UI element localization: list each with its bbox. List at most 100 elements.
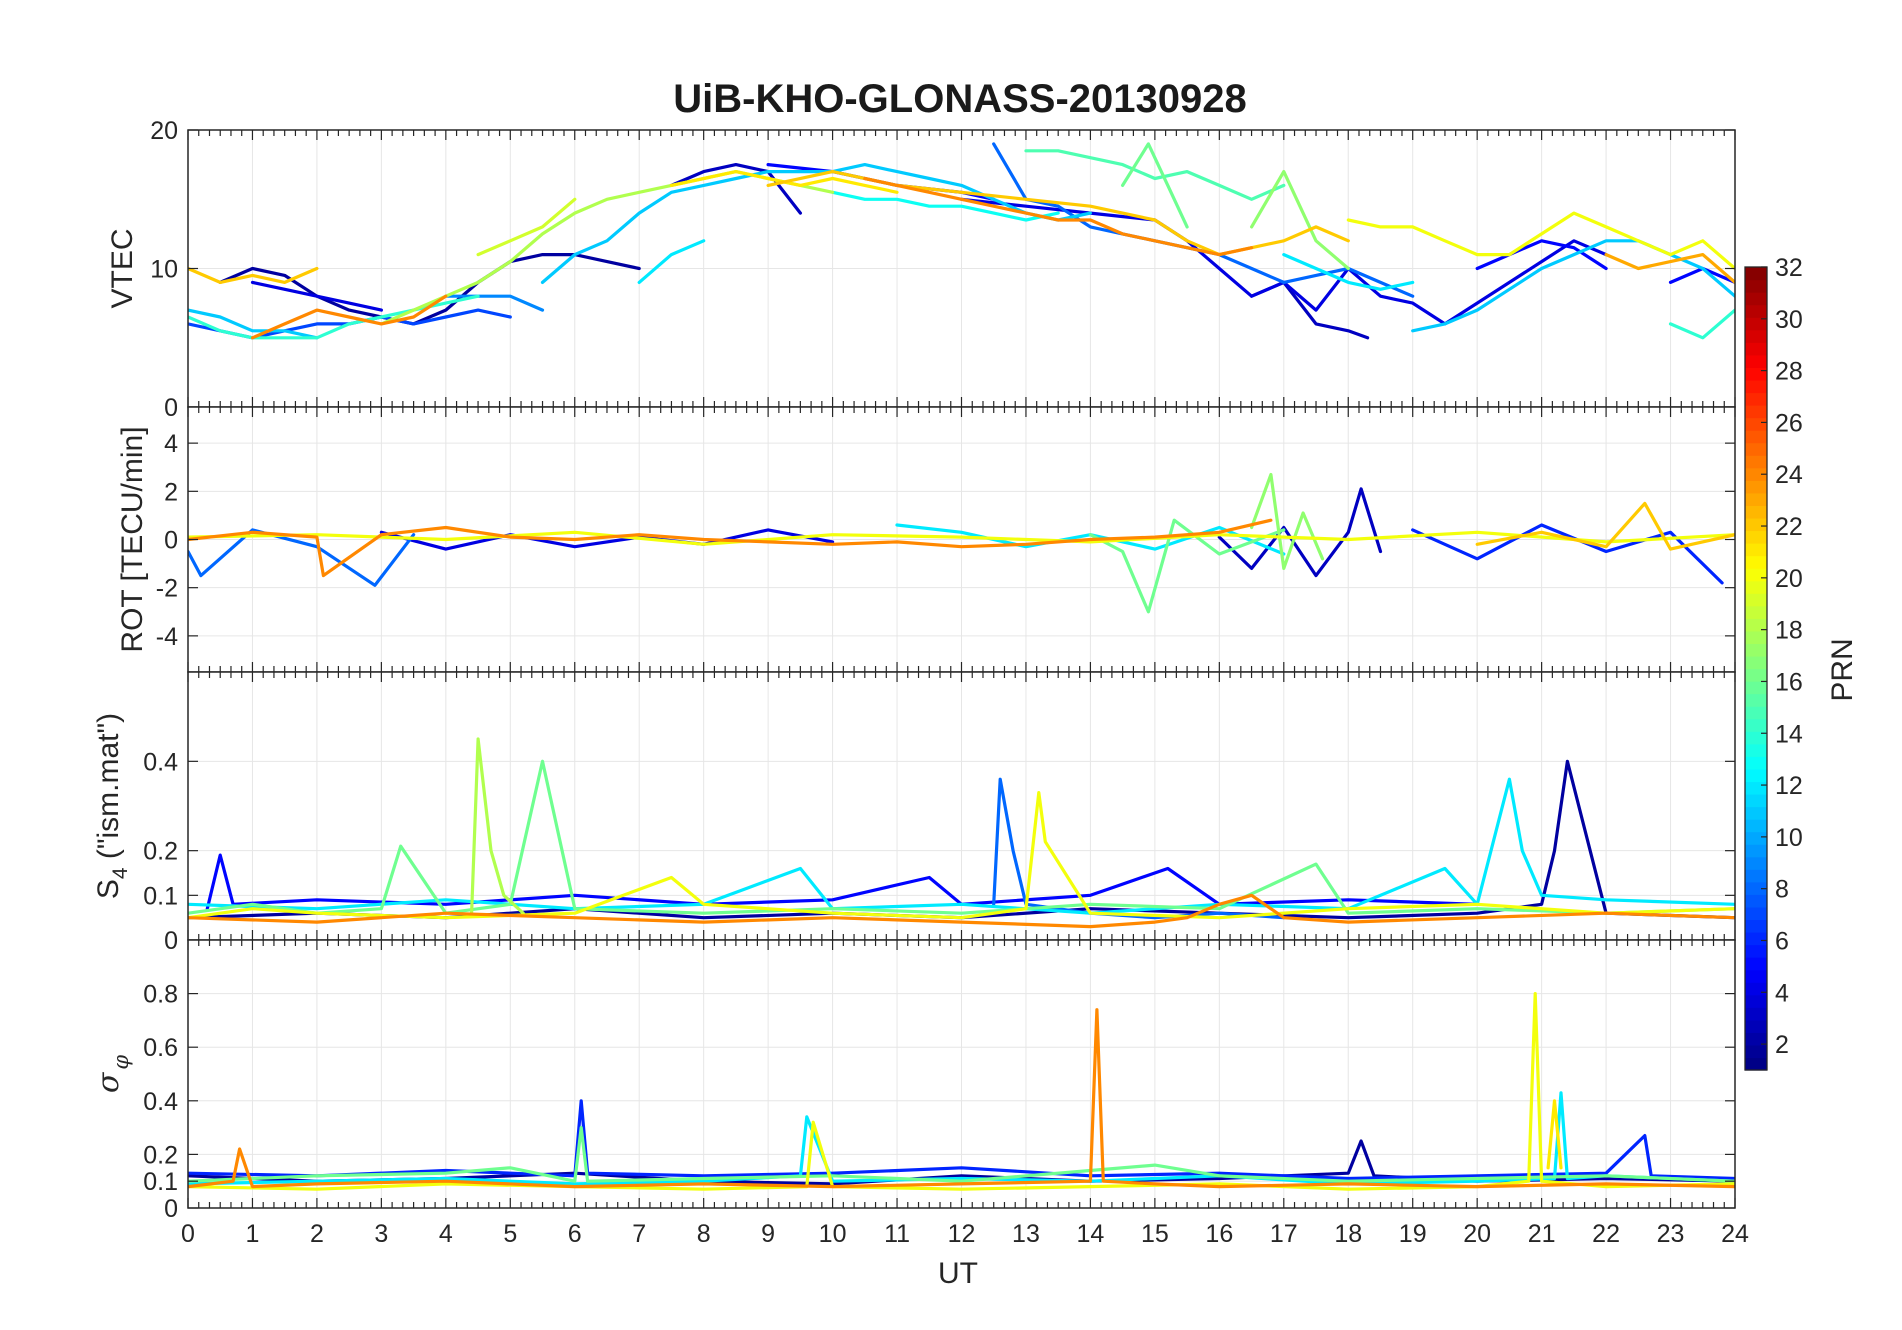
sigma_phi-series-group [188, 991, 1735, 1191]
x-tick-label: 15 [1141, 1220, 1169, 1248]
sigma_phi-series-prn-6 [188, 1099, 1735, 1181]
colorbar-segment [1745, 480, 1767, 494]
rot-series-prn-4 [379, 528, 835, 551]
colorbar-segment [1745, 844, 1767, 858]
colorbar-segment [1745, 442, 1767, 456]
colorbar-segment [1745, 919, 1767, 933]
rot-series-prn-22 [1475, 501, 1735, 551]
sigma_phi-y-tick-label: 0.1 [143, 1168, 178, 1196]
rot-y-tick-label: 4 [164, 430, 178, 458]
vtec-series-prn-15 [1024, 149, 1286, 201]
x-tick-label: 24 [1721, 1220, 1749, 1248]
rot-y-label: ROT [TECU/min] [116, 426, 149, 652]
s4-y-tick-label: 0 [164, 927, 178, 955]
vtec-y-tick-label: 0 [164, 394, 178, 422]
colorbar-segment [1745, 492, 1767, 506]
colorbar-segment [1745, 317, 1767, 331]
vtec-series-prn-22 [188, 266, 319, 284]
s4-y-tick-label: 0.1 [143, 882, 178, 910]
x-tick-label: 5 [503, 1220, 517, 1248]
colorbar-segment [1745, 831, 1767, 845]
colorbar-tick-label: 10 [1775, 824, 1803, 852]
s4-panel: 0 0.1 0.2 0.4 S4 ("ism.mat") [92, 671, 1736, 955]
colorbar-segment [1745, 1032, 1767, 1046]
colorbar-segment [1745, 931, 1767, 946]
colorbar-segment [1745, 693, 1767, 707]
colorbar-segment [1745, 994, 1767, 1008]
colorbar-segment [1745, 781, 1767, 795]
x-tick-label: 8 [697, 1220, 711, 1248]
colorbar-segment [1745, 580, 1767, 594]
colorbar-tick-label: 14 [1775, 720, 1803, 748]
rot-y-tick-label: 2 [164, 478, 178, 506]
vtec-series-prn-24 [250, 294, 448, 340]
rot-series-prn-16 [1088, 518, 1286, 614]
colorbar-tick-label: 26 [1775, 409, 1803, 437]
colorbar-tick-label: 22 [1775, 513, 1803, 541]
vtec-panel: 0 10 20 VTEC [106, 117, 1736, 422]
colorbar-segment [1745, 342, 1767, 356]
x-tick-label: 18 [1334, 1220, 1362, 1248]
colorbar-segment [1745, 856, 1767, 870]
vtec-series-prn-23 [1604, 253, 1735, 284]
sigma_phi-series-prn-21 [1546, 1099, 1563, 1170]
vtec-series-prn-4 [250, 280, 383, 312]
colorbar-segment [1745, 1019, 1767, 1033]
vtec-series-prn-11 [540, 163, 1093, 284]
colorbar-segment [1745, 869, 1767, 883]
rot-series-prn-24 [188, 518, 1273, 578]
vtec-series-prn-14 [1668, 308, 1735, 340]
colorbar-segment [1745, 1057, 1767, 1071]
x-tick-label: 14 [1077, 1220, 1105, 1248]
rot-series-prn-20 [188, 530, 1735, 546]
colorbar-segment [1745, 279, 1767, 293]
s4-series-prn-24 [188, 893, 1735, 929]
colorbar-tick-label: 16 [1775, 668, 1803, 696]
rot-series-group [188, 472, 1735, 614]
x-tick-label: 6 [568, 1220, 582, 1248]
colorbar-segment [1745, 530, 1767, 544]
colorbar-segment [1745, 806, 1767, 820]
x-axis-label: UT [938, 1257, 978, 1290]
colorbar-segment [1745, 329, 1767, 343]
rot-y-tick-label: -2 [156, 575, 178, 603]
s4-series-prn-16 [188, 759, 1735, 915]
colorbar-tick-label: 32 [1775, 254, 1803, 282]
colorbar-segment [1745, 405, 1767, 419]
x-tick-label: 19 [1399, 1220, 1427, 1248]
sigma_phi-y-tick-label: 0.2 [143, 1141, 178, 1169]
colorbar-segment [1745, 793, 1767, 808]
vtec-y-label: VTEC [106, 228, 139, 308]
vtec-series-prn-13 [830, 190, 1060, 222]
colorbar-segment [1745, 906, 1767, 921]
vtec-series-group [188, 142, 1735, 340]
rot-y-tick-label: 0 [164, 527, 178, 555]
sigma-phi-y-label: σφ [91, 1055, 133, 1093]
sigma_phi-y-tick-label: 0.8 [143, 981, 178, 1009]
sigma_phi-y-tick-label: 0.6 [143, 1034, 178, 1062]
colorbar-segment [1745, 894, 1767, 908]
colorbar-segment [1745, 517, 1767, 532]
sigma_phi-series-prn-12 [188, 1091, 1735, 1186]
sigma_phi-y-tick-label: 0.4 [143, 1088, 178, 1116]
vtec-series-prn-12 [1282, 253, 1415, 291]
vtec-y-tick-label: 20 [150, 117, 178, 145]
vtec-series-prn-24 [863, 176, 1254, 257]
colorbar-tick-label: 2 [1775, 1031, 1789, 1059]
x-tick-label: 16 [1205, 1220, 1233, 1248]
vtec-series-prn-20 [1346, 211, 1735, 271]
s4-series-prn-5 [205, 853, 1479, 911]
sigma_phi-series-prn-24 [188, 1008, 1735, 1189]
colorbar-segment [1745, 768, 1767, 783]
rot-panel: -4 -2 0 2 4 ROT [TECU/min] [116, 406, 1736, 673]
colorbar-tick-label: 18 [1775, 617, 1803, 645]
x-tick-label: 10 [819, 1220, 847, 1248]
x-tick-label: 7 [632, 1220, 646, 1248]
x-tick-label: 0 [181, 1220, 195, 1248]
colorbar-tick-label: 4 [1775, 979, 1789, 1007]
colorbar-segment [1745, 756, 1767, 770]
colorbar-segment [1745, 267, 1767, 281]
colorbar-label: PRN [1826, 638, 1859, 701]
vtec-series-prn-16 [1120, 142, 1189, 229]
colorbar-segment [1745, 593, 1767, 607]
